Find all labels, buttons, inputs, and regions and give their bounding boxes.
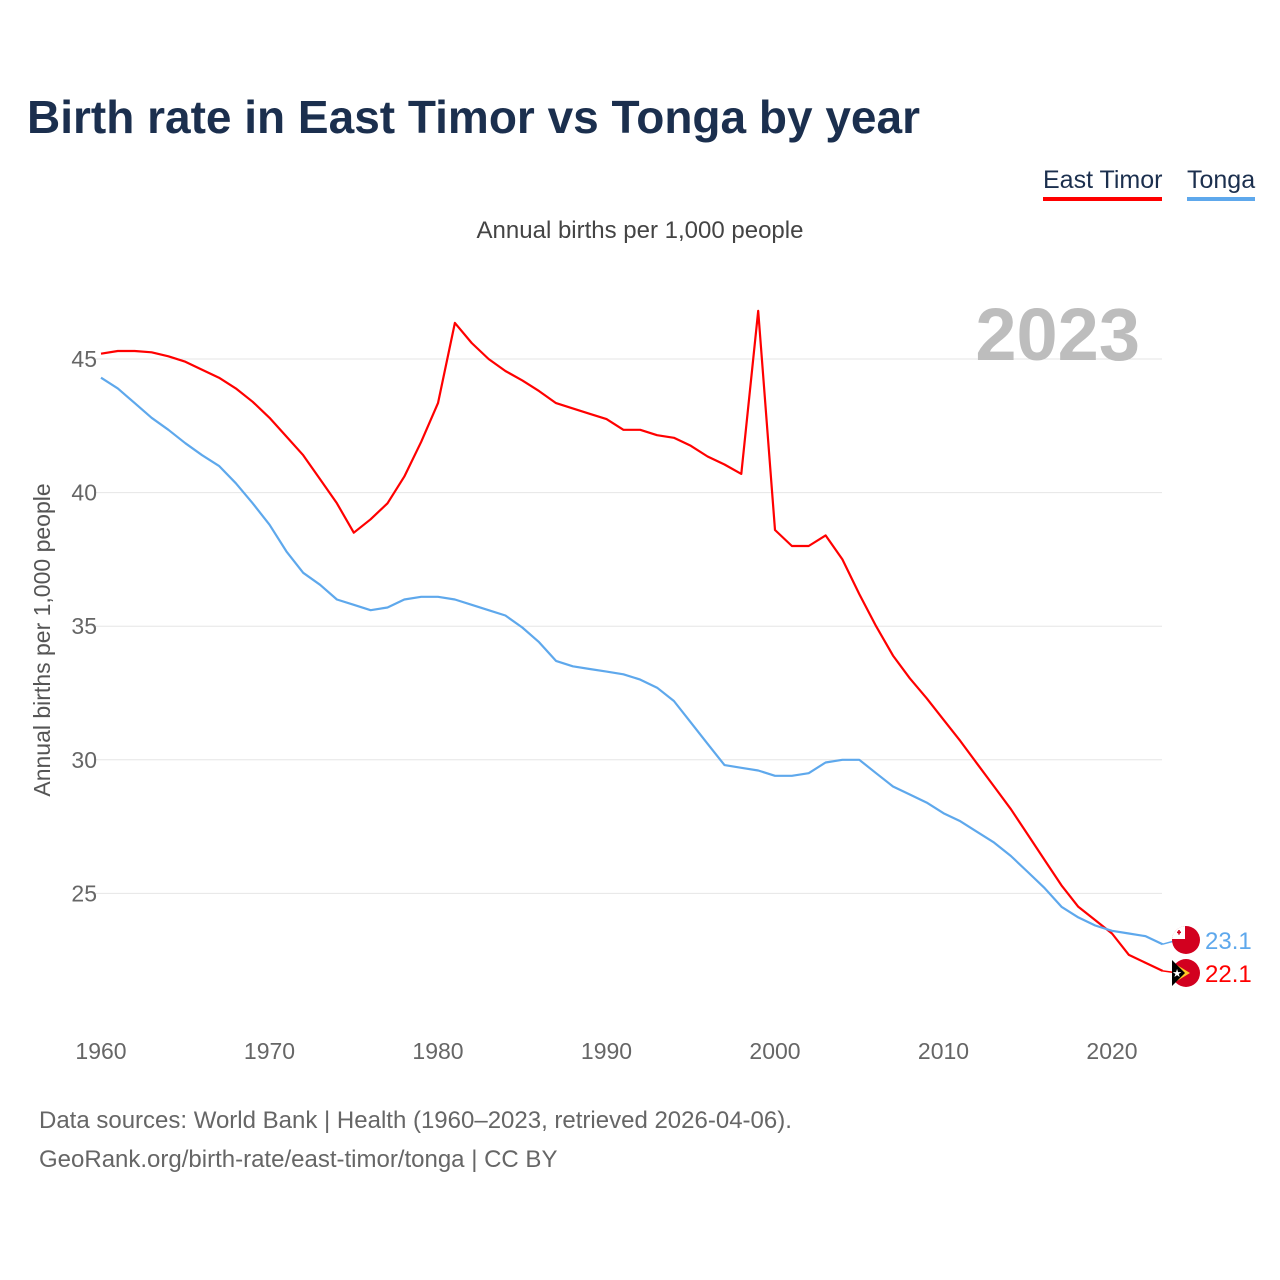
chart-title: Birth rate in East Timor vs Tonga by yea… (27, 91, 921, 143)
x-tick-label: 2000 (749, 1038, 800, 1064)
x-tick-label: 1970 (244, 1038, 295, 1064)
series-line-east-timor (100, 309, 1164, 972)
y-tick-label: 25 (71, 880, 97, 906)
year-watermark: 2023 (975, 293, 1140, 376)
legend-east-timor[interactable]: East Timor (1043, 166, 1163, 201)
url-line: GeoRank.org/birth-rate/east-timor/tonga … (39, 1146, 558, 1173)
chart-subtitle: Annual births per 1,000 people (476, 217, 804, 244)
end-value-label: 23.1 (1205, 928, 1252, 955)
y-axis-label: Annual births per 1,000 people (29, 483, 55, 796)
x-tick-label: 2010 (918, 1038, 969, 1064)
source-line: Data sources: World Bank | Health (1960–… (39, 1107, 792, 1134)
legend-tonga[interactable]: Tonga (1187, 166, 1256, 201)
x-tick-label: 1960 (75, 1038, 126, 1064)
end-value-label: 22.1 (1205, 961, 1252, 988)
flag-star: ★ (1172, 968, 1182, 980)
x-tick-label: 1980 (412, 1038, 463, 1064)
flag-black-triangle (1172, 960, 1185, 986)
y-tick-label: 30 (71, 747, 97, 773)
y-tick-label: 40 (71, 480, 97, 506)
x-tick-label: 1990 (581, 1038, 632, 1064)
y-tick-label: 35 (71, 613, 97, 639)
x-tick-label: 2020 (1086, 1038, 1137, 1064)
y-tick-label: 45 (71, 346, 97, 372)
series-line-tonga (100, 376, 1164, 946)
flag-cross (1178, 930, 1180, 935)
